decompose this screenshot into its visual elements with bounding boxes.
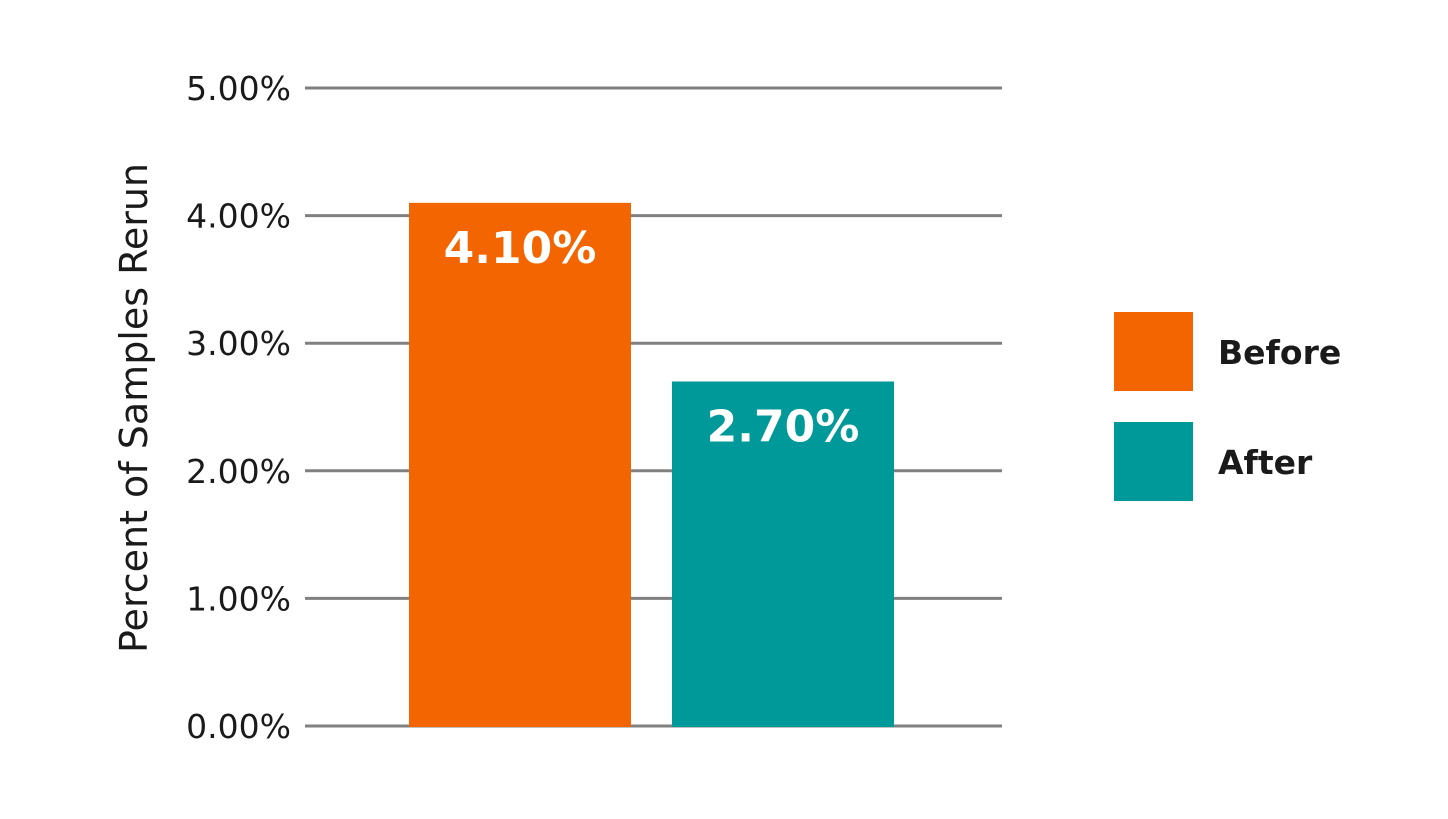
y-tick-label: 0.00% [186,707,291,746]
legend-swatch-after [1114,422,1193,501]
y-tick-label: 3.00% [186,324,291,363]
bar-after [672,381,894,727]
bars [409,202,894,728]
y-tick-label: 1.00% [186,579,291,618]
data-label-before: 4.10% [444,223,597,274]
legend-swatch-before [1114,312,1193,391]
legend-label-after: After [1218,443,1313,482]
data-label-after: 2.70% [707,401,860,452]
y-tick-label: 5.00% [186,69,291,108]
y-axis-title: Percent of Samples Rerun [112,163,156,653]
legend-label-before: Before [1218,333,1341,372]
y-tick-label: 2.00% [186,452,291,491]
y-tick-label: 4.00% [186,197,291,236]
legend: Before After [1114,312,1341,501]
y-axis-ticks: 0.00% 1.00% 2.00% 3.00% 4.00% 5.00% [186,69,291,746]
bar-before [409,202,631,728]
data-labels: 4.10% 2.70% [444,223,860,453]
